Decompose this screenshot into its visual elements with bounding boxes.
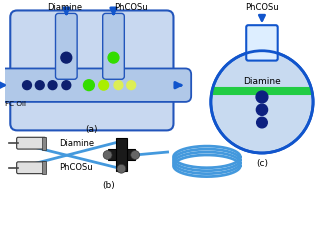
- Bar: [107, 150, 135, 161]
- FancyBboxPatch shape: [10, 11, 174, 131]
- Circle shape: [131, 151, 140, 160]
- Circle shape: [61, 53, 72, 64]
- Bar: [116, 139, 127, 172]
- Circle shape: [127, 81, 136, 90]
- Text: PhCOSu: PhCOSu: [114, 3, 148, 12]
- Circle shape: [62, 81, 71, 90]
- Circle shape: [211, 52, 313, 153]
- Text: PhCOSu: PhCOSu: [245, 3, 279, 12]
- Text: Diamine: Diamine: [59, 138, 94, 147]
- Circle shape: [35, 81, 44, 90]
- FancyBboxPatch shape: [0, 69, 191, 102]
- Text: PhCOSu: PhCOSu: [59, 163, 93, 172]
- Circle shape: [256, 105, 267, 116]
- Circle shape: [48, 81, 57, 90]
- Circle shape: [99, 81, 108, 91]
- FancyBboxPatch shape: [56, 14, 77, 80]
- Circle shape: [103, 151, 112, 160]
- Circle shape: [108, 53, 119, 64]
- Circle shape: [117, 165, 126, 173]
- Text: (a): (a): [86, 124, 98, 133]
- Text: Diamine: Diamine: [47, 3, 82, 12]
- Circle shape: [23, 81, 31, 90]
- FancyBboxPatch shape: [17, 162, 46, 174]
- Text: (b): (b): [102, 180, 115, 189]
- Circle shape: [256, 92, 268, 103]
- Text: FC Oil: FC Oil: [5, 100, 26, 106]
- Circle shape: [84, 80, 94, 91]
- Circle shape: [257, 118, 267, 128]
- FancyBboxPatch shape: [246, 26, 278, 61]
- Text: (c): (c): [256, 158, 268, 167]
- Bar: [42, 162, 46, 174]
- Circle shape: [114, 81, 123, 90]
- Bar: [42, 137, 46, 150]
- FancyBboxPatch shape: [103, 14, 124, 80]
- Text: Diamine: Diamine: [243, 76, 281, 85]
- FancyBboxPatch shape: [17, 138, 46, 149]
